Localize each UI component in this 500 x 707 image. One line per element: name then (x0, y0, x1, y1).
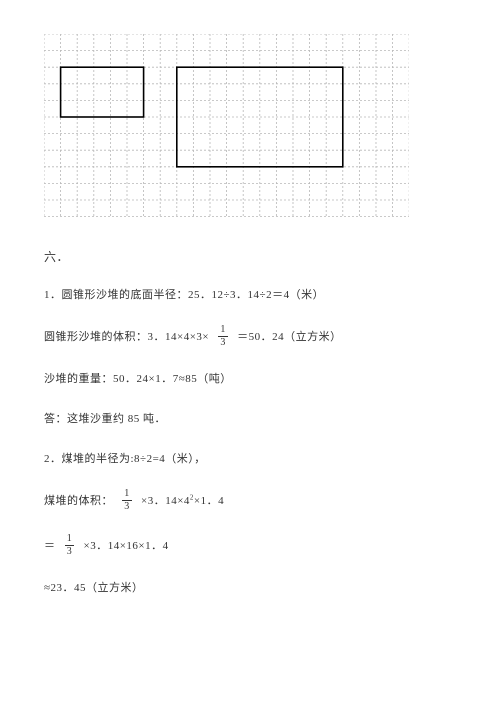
equals-text: ＝ (44, 540, 56, 552)
section-heading: 六． (44, 248, 456, 267)
page: 六． 1．圆锥形沙堆的底面半径：25．12÷3．14÷2＝4（米） 圆锥形沙堆的… (0, 0, 500, 640)
text-after-frac: ＝50．24（立方米） (237, 331, 342, 343)
p2-radius-line: 2．煤堆的半径为:8÷2=4（米）， (44, 451, 456, 469)
p2-volume-line: 煤堆的体积： 1 3 ×3．14×42×1．4 (44, 490, 456, 513)
fraction: 1 3 (212, 325, 234, 348)
p1-volume-line: 圆锥形沙堆的体积：3．14×4×3× 1 3 ＝50．24（立方米） (44, 326, 456, 349)
text-mid-1: ×3．14×4 (141, 495, 190, 507)
p1-radius-line: 1．圆锥形沙堆的底面半径：25．12÷3．14÷2＝4（米） (44, 287, 456, 305)
grid-figure (44, 34, 456, 220)
p2-result-line: ≈23．45（立方米） (44, 580, 456, 598)
fraction-denominator: 3 (218, 337, 228, 348)
grid-svg (44, 34, 409, 217)
text-before-frac: 圆锥形沙堆的体积：3．14×4×3× (44, 331, 209, 343)
fraction-numerator: 1 (65, 534, 75, 546)
p1-answer-line: 答：这堆沙重约 85 吨． (44, 411, 456, 429)
fraction-numerator: 1 (122, 489, 132, 501)
text-mid-2: ×1．4 (194, 495, 224, 507)
fraction: 1 3 (59, 534, 81, 557)
text-after: ×3．14×16×1．4 (84, 540, 169, 552)
fraction-denominator: 3 (65, 546, 75, 557)
p2-step-line: ＝ 1 3 ×3．14×16×1．4 (44, 535, 456, 558)
p1-weight-line: 沙堆的重量：50．24×1．7≈85（吨） (44, 371, 456, 389)
fraction: 1 3 (116, 489, 138, 512)
fraction-denominator: 3 (122, 501, 132, 512)
fraction-numerator: 1 (218, 325, 228, 337)
text-label: 煤堆的体积： (44, 495, 113, 507)
